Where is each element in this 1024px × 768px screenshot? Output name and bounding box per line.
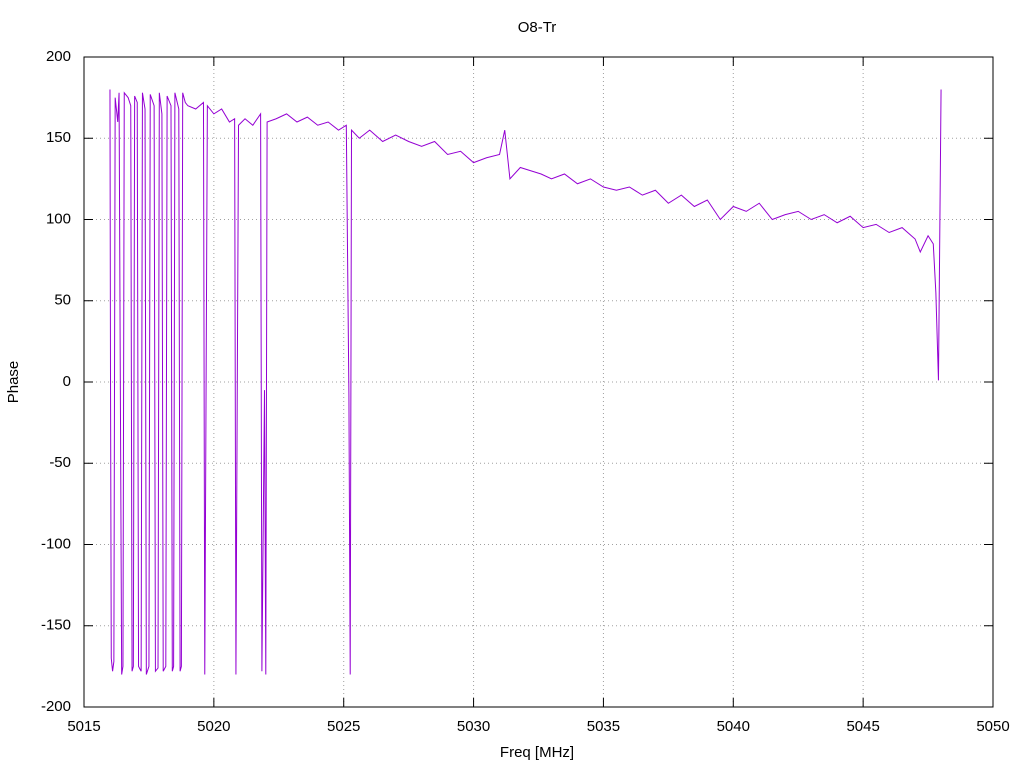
grid xyxy=(83,56,994,708)
y-tick-label: -100 xyxy=(41,535,71,552)
x-tick-label: 5040 xyxy=(717,718,750,735)
chart-title: O8-Tr xyxy=(518,19,557,36)
y-tick-label: -50 xyxy=(49,454,71,471)
y-axis-label: Phase xyxy=(5,361,22,404)
y-tick-label: 100 xyxy=(46,210,71,227)
x-tick-label: 5030 xyxy=(457,718,490,735)
y-tick-label: 50 xyxy=(54,292,71,309)
x-axis-label: Freq [MHz] xyxy=(500,744,574,761)
y-tick-label: 200 xyxy=(46,48,71,65)
x-tick-label: 5020 xyxy=(197,718,230,735)
y-tick-label: 150 xyxy=(46,129,71,146)
x-tick-label: 5025 xyxy=(327,718,360,735)
x-tick-label: 5035 xyxy=(587,718,620,735)
x-tick-label: 5015 xyxy=(67,718,100,735)
x-tick-label: 5050 xyxy=(976,718,1009,735)
y-tick-label: -150 xyxy=(41,617,71,634)
y-tick-label: 0 xyxy=(63,373,71,390)
plot xyxy=(109,89,942,675)
data-line xyxy=(109,89,942,675)
x-tick-label: 5045 xyxy=(846,718,879,735)
y-tick-label: -200 xyxy=(41,698,71,715)
